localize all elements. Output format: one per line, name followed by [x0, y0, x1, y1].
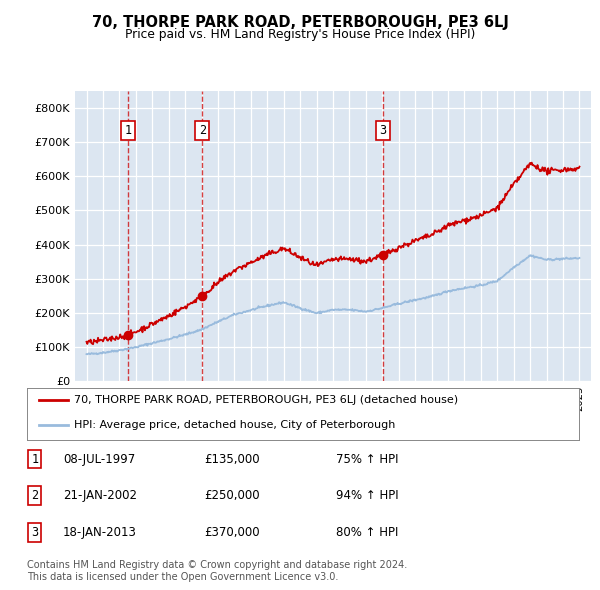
- Text: 70, THORPE PARK ROAD, PETERBOROUGH, PE3 6LJ: 70, THORPE PARK ROAD, PETERBOROUGH, PE3 …: [92, 15, 508, 30]
- Text: 70, THORPE PARK ROAD, PETERBOROUGH, PE3 6LJ (detached house): 70, THORPE PARK ROAD, PETERBOROUGH, PE3 …: [74, 395, 458, 405]
- Text: 08-JUL-1997: 08-JUL-1997: [63, 453, 135, 466]
- Text: 1: 1: [31, 453, 38, 466]
- Text: £250,000: £250,000: [204, 489, 260, 502]
- Text: 75% ↑ HPI: 75% ↑ HPI: [336, 453, 398, 466]
- Text: 1: 1: [124, 124, 131, 137]
- Text: Price paid vs. HM Land Registry's House Price Index (HPI): Price paid vs. HM Land Registry's House …: [125, 28, 475, 41]
- Text: 3: 3: [31, 526, 38, 539]
- Text: £135,000: £135,000: [204, 453, 260, 466]
- Text: Contains HM Land Registry data © Crown copyright and database right 2024.
This d: Contains HM Land Registry data © Crown c…: [27, 560, 407, 582]
- Text: £370,000: £370,000: [204, 526, 260, 539]
- Text: 21-JAN-2002: 21-JAN-2002: [63, 489, 137, 502]
- Text: 18-JAN-2013: 18-JAN-2013: [63, 526, 137, 539]
- Text: HPI: Average price, detached house, City of Peterborough: HPI: Average price, detached house, City…: [74, 420, 395, 430]
- Text: 2: 2: [199, 124, 206, 137]
- Text: 3: 3: [380, 124, 386, 137]
- Text: 2: 2: [31, 489, 38, 502]
- Text: 80% ↑ HPI: 80% ↑ HPI: [336, 526, 398, 539]
- Text: 94% ↑ HPI: 94% ↑ HPI: [336, 489, 398, 502]
